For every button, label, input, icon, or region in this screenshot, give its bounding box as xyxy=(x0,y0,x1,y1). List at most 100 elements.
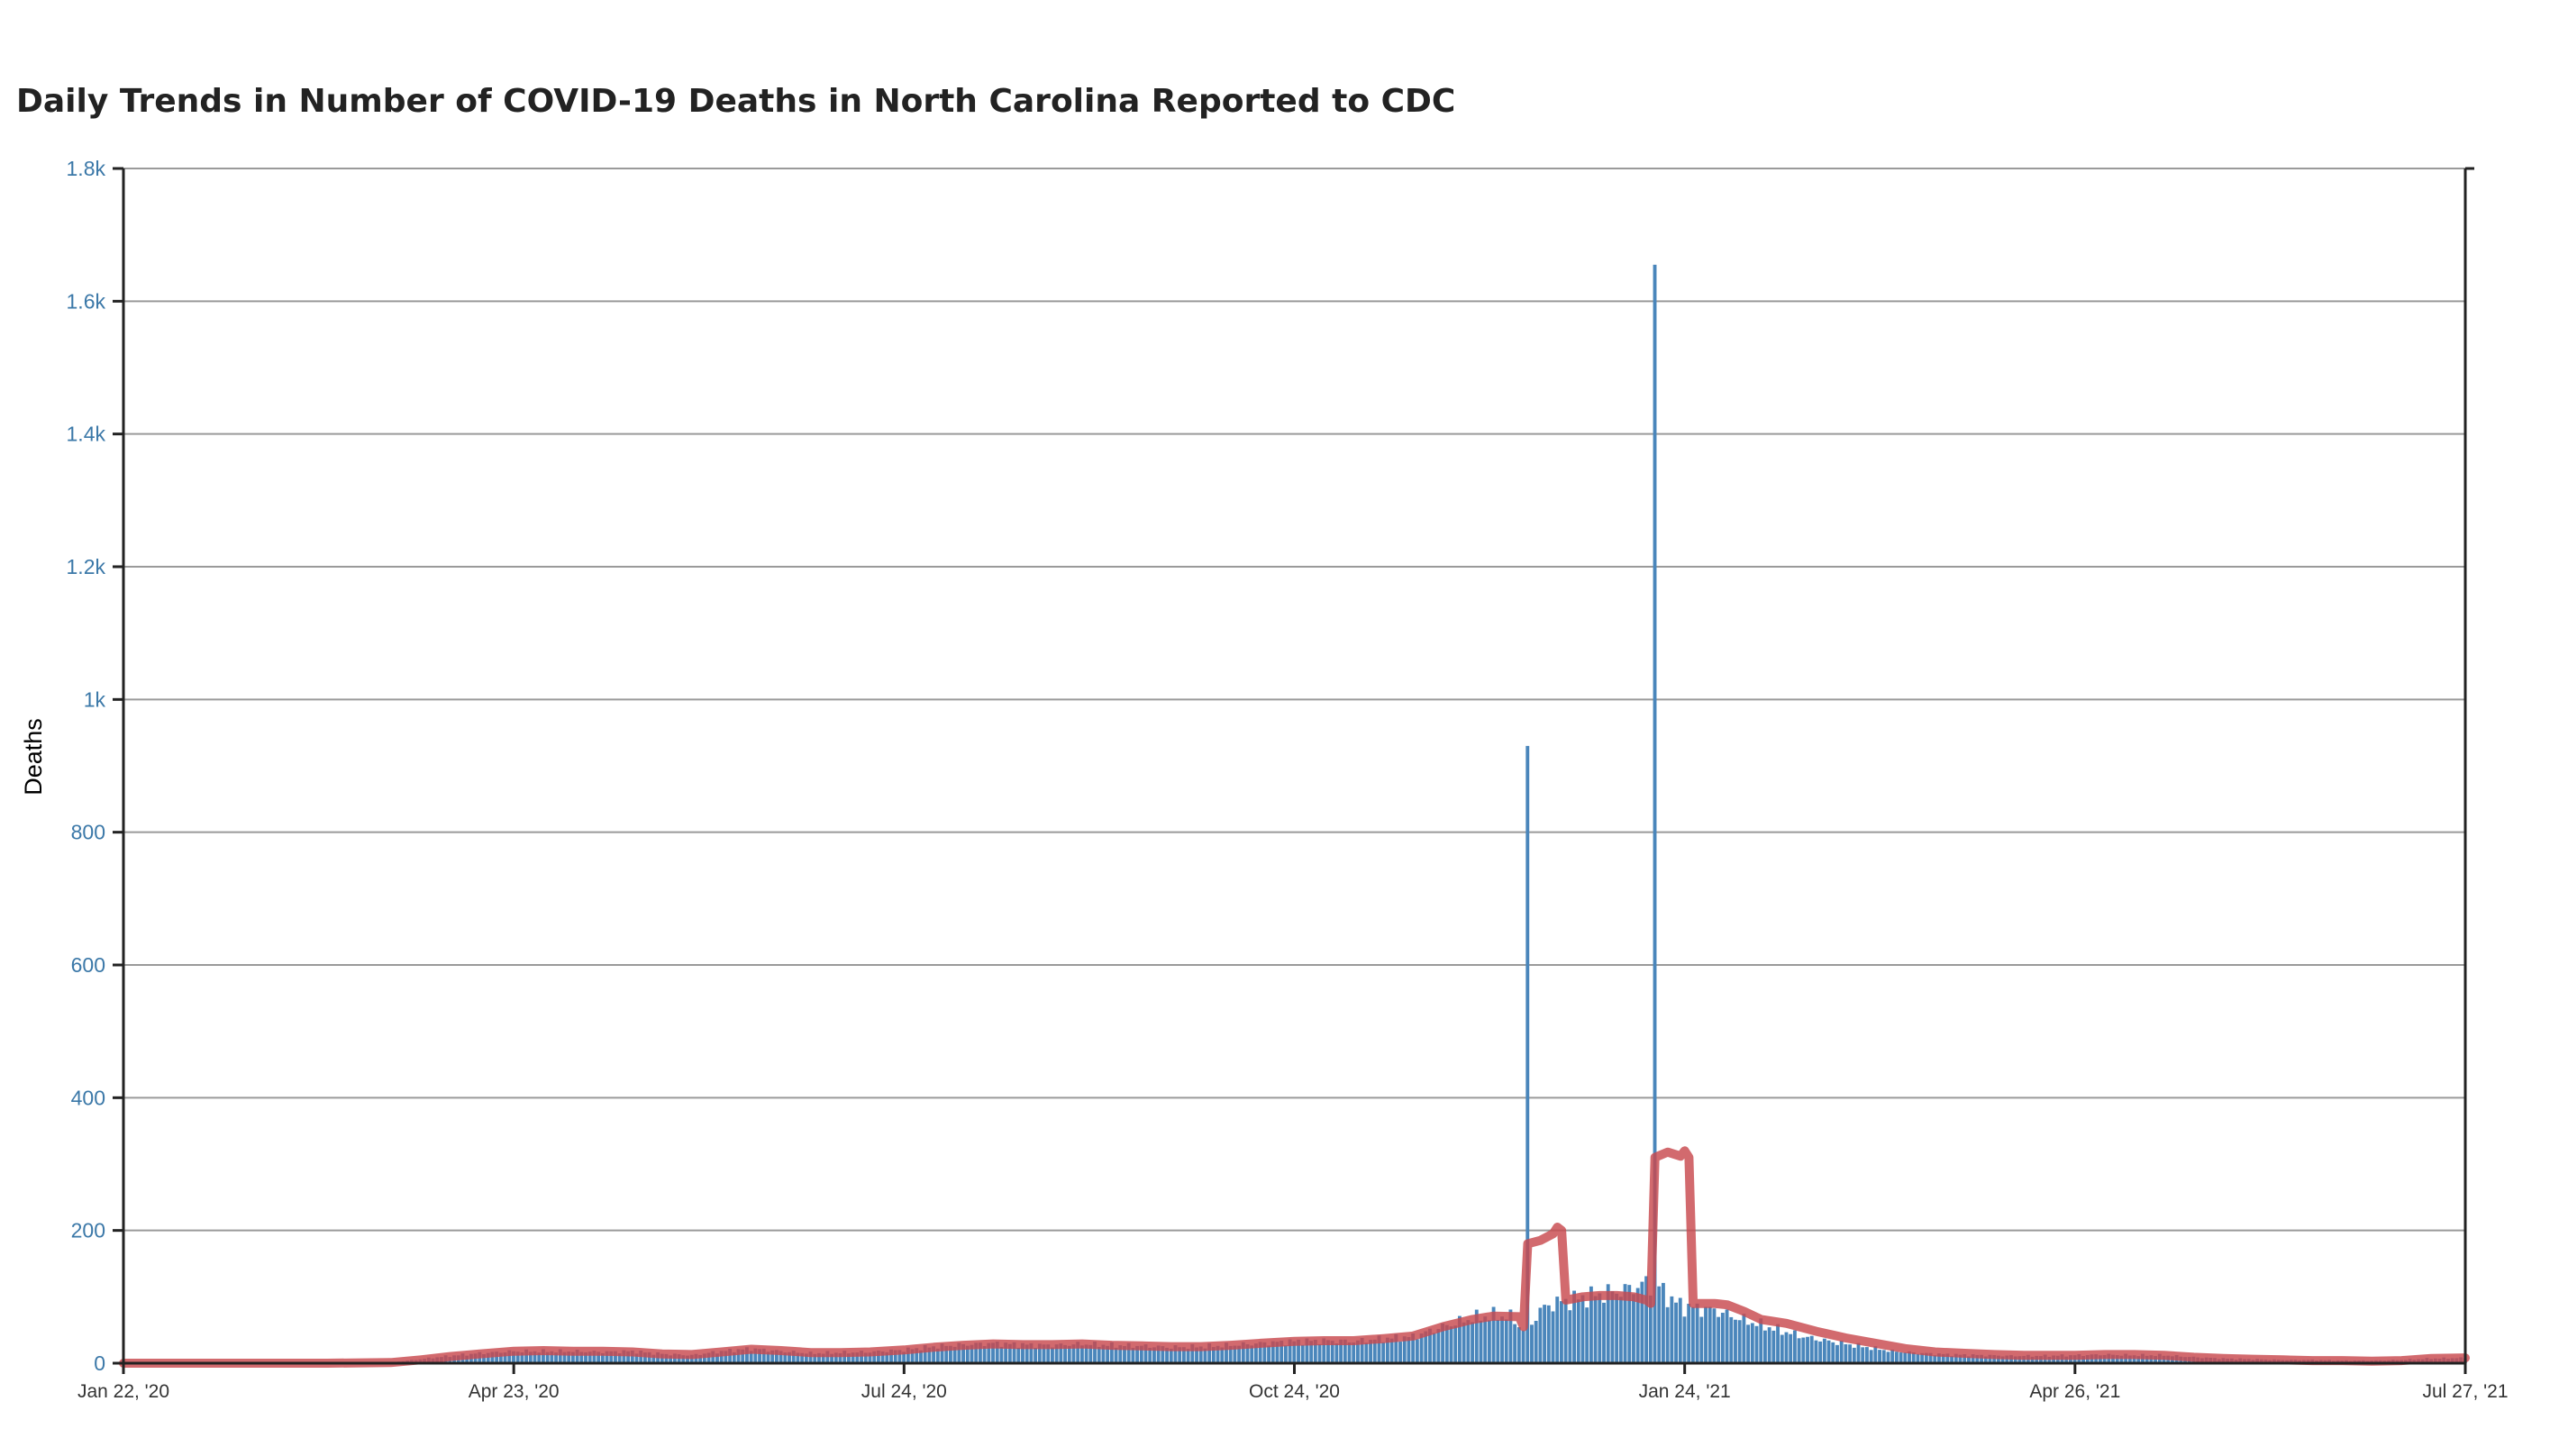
daily-death-bar xyxy=(1665,1306,1670,1363)
daily-death-bar xyxy=(868,1352,872,1363)
daily-death-bar xyxy=(1831,1342,1835,1363)
x-tick-label: Jul 27, '21 xyxy=(2422,1381,2508,1402)
y-tick-label: 1k xyxy=(84,687,106,711)
daily-death-bar xyxy=(880,1351,885,1363)
daily-death-bar xyxy=(1109,1342,1114,1363)
daily-death-bar xyxy=(1216,1345,1220,1363)
daily-death-bar xyxy=(1411,1333,1416,1363)
daily-death-bar xyxy=(1071,1344,1076,1363)
daily-death-bar xyxy=(605,1351,609,1363)
daily-death-bar xyxy=(498,1352,503,1363)
daily-death-bar xyxy=(1958,1354,1963,1363)
daily-death-bar xyxy=(1865,1347,1869,1363)
daily-death-bar xyxy=(1334,1342,1339,1363)
daily-death-bar xyxy=(906,1347,910,1363)
daily-death-bar xyxy=(1369,1340,1372,1363)
axes-layer xyxy=(122,167,2474,1365)
daily-death-bar xyxy=(1623,1284,1627,1363)
daily-death-bar xyxy=(719,1351,724,1363)
daily-death-bar xyxy=(1025,1344,1029,1363)
daily-death-bar xyxy=(1394,1333,1398,1363)
daily-death-bar xyxy=(1632,1294,1635,1363)
daily-death-bar xyxy=(554,1352,558,1363)
daily-death-bar xyxy=(482,1353,486,1363)
daily-death-bar xyxy=(804,1353,808,1363)
daily-death-bar xyxy=(567,1351,571,1363)
daily-death-bar xyxy=(952,1346,957,1363)
daily-death-bar xyxy=(1135,1345,1140,1363)
daily-death-bar xyxy=(2047,1356,2052,1363)
daily-death-bar xyxy=(1339,1339,1343,1363)
daily-death-bar xyxy=(1084,1344,1088,1363)
daily-death-bar xyxy=(761,1348,766,1363)
y-tick-label: 0 xyxy=(94,1351,105,1375)
daily-death-bar xyxy=(800,1352,805,1363)
daily-death-bar xyxy=(1963,1354,1967,1363)
daily-death-bar xyxy=(817,1352,821,1363)
daily-death-bar xyxy=(596,1351,601,1363)
daily-death-bar xyxy=(1270,1341,1275,1363)
daily-death-bar xyxy=(1258,1342,1262,1363)
daily-death-bar xyxy=(1576,1299,1580,1363)
daily-death-bar xyxy=(1844,1343,1848,1363)
daily-death-bar xyxy=(774,1350,779,1363)
daily-death-bar xyxy=(991,1342,995,1363)
daily-death-bar xyxy=(2030,1356,2035,1363)
daily-death-bar xyxy=(1717,1316,1721,1363)
daily-death-bar xyxy=(1674,1302,1678,1363)
daily-death-bar xyxy=(600,1352,605,1363)
daily-death-bar xyxy=(542,1349,545,1363)
x-tick-label: Jul 24, '20 xyxy=(861,1381,947,1402)
daily-death-bar xyxy=(1211,1347,1216,1363)
daily-death-bar xyxy=(1916,1353,1920,1363)
daily-death-bar xyxy=(1453,1325,1458,1363)
daily-death-bar xyxy=(1046,1344,1051,1363)
daily-death-bar xyxy=(520,1352,524,1363)
daily-death-bar xyxy=(872,1351,877,1363)
daily-death-bar xyxy=(1635,1288,1640,1363)
daily-death-bar xyxy=(1881,1350,1886,1363)
daily-death-bar xyxy=(796,1352,800,1363)
daily-death-bar xyxy=(1059,1343,1063,1363)
daily-death-bar xyxy=(927,1347,932,1363)
daily-death-bar xyxy=(1729,1316,1734,1363)
y-tick-label: 200 xyxy=(71,1219,105,1242)
y-tick-label: 1.4k xyxy=(67,423,106,446)
daily-death-bar xyxy=(851,1352,855,1363)
daily-death-bar xyxy=(1225,1342,1228,1363)
daily-death-bar xyxy=(1029,1342,1034,1363)
daily-death-bar xyxy=(660,1353,664,1363)
daily-death-bar xyxy=(1106,1345,1110,1363)
daily-death-bar xyxy=(1088,1344,1093,1363)
daily-death-bar xyxy=(1444,1324,1449,1363)
daily-death-bar xyxy=(1563,1298,1568,1363)
daily-death-bar xyxy=(919,1350,923,1363)
daily-death-bar xyxy=(1432,1333,1436,1363)
daily-death-bar xyxy=(1424,1331,1428,1363)
daily-death-bar xyxy=(1754,1325,1759,1363)
daily-death-bar xyxy=(2136,1356,2141,1363)
daily-death-bar xyxy=(1491,1306,1496,1363)
daily-death-bar xyxy=(1513,1324,1517,1363)
daily-death-bar xyxy=(1763,1330,1767,1363)
daily-death-bar xyxy=(1385,1337,1389,1363)
daily-death-bar xyxy=(1653,264,1657,1364)
daily-death-bar xyxy=(1079,1345,1084,1363)
daily-death-bar xyxy=(1398,1342,1402,1363)
daily-death-bar xyxy=(935,1348,940,1363)
daily-death-bar xyxy=(745,1347,749,1363)
bars-layer xyxy=(329,264,2467,1364)
daily-death-bar xyxy=(1292,1341,1297,1363)
daily-death-bar xyxy=(1297,1339,1300,1363)
daily-death-bar xyxy=(2017,1356,2022,1363)
daily-death-bar xyxy=(1220,1347,1225,1363)
daily-death-bar xyxy=(1852,1347,1856,1363)
daily-death-bar xyxy=(788,1351,791,1363)
daily-death-bar xyxy=(1283,1345,1288,1363)
daily-death-bar xyxy=(1983,1356,1988,1363)
daily-death-bar xyxy=(1458,1315,1462,1363)
daily-death-bar xyxy=(1487,1320,1491,1363)
daily-death-bar xyxy=(570,1351,575,1363)
daily-death-bar xyxy=(1975,1354,1980,1363)
